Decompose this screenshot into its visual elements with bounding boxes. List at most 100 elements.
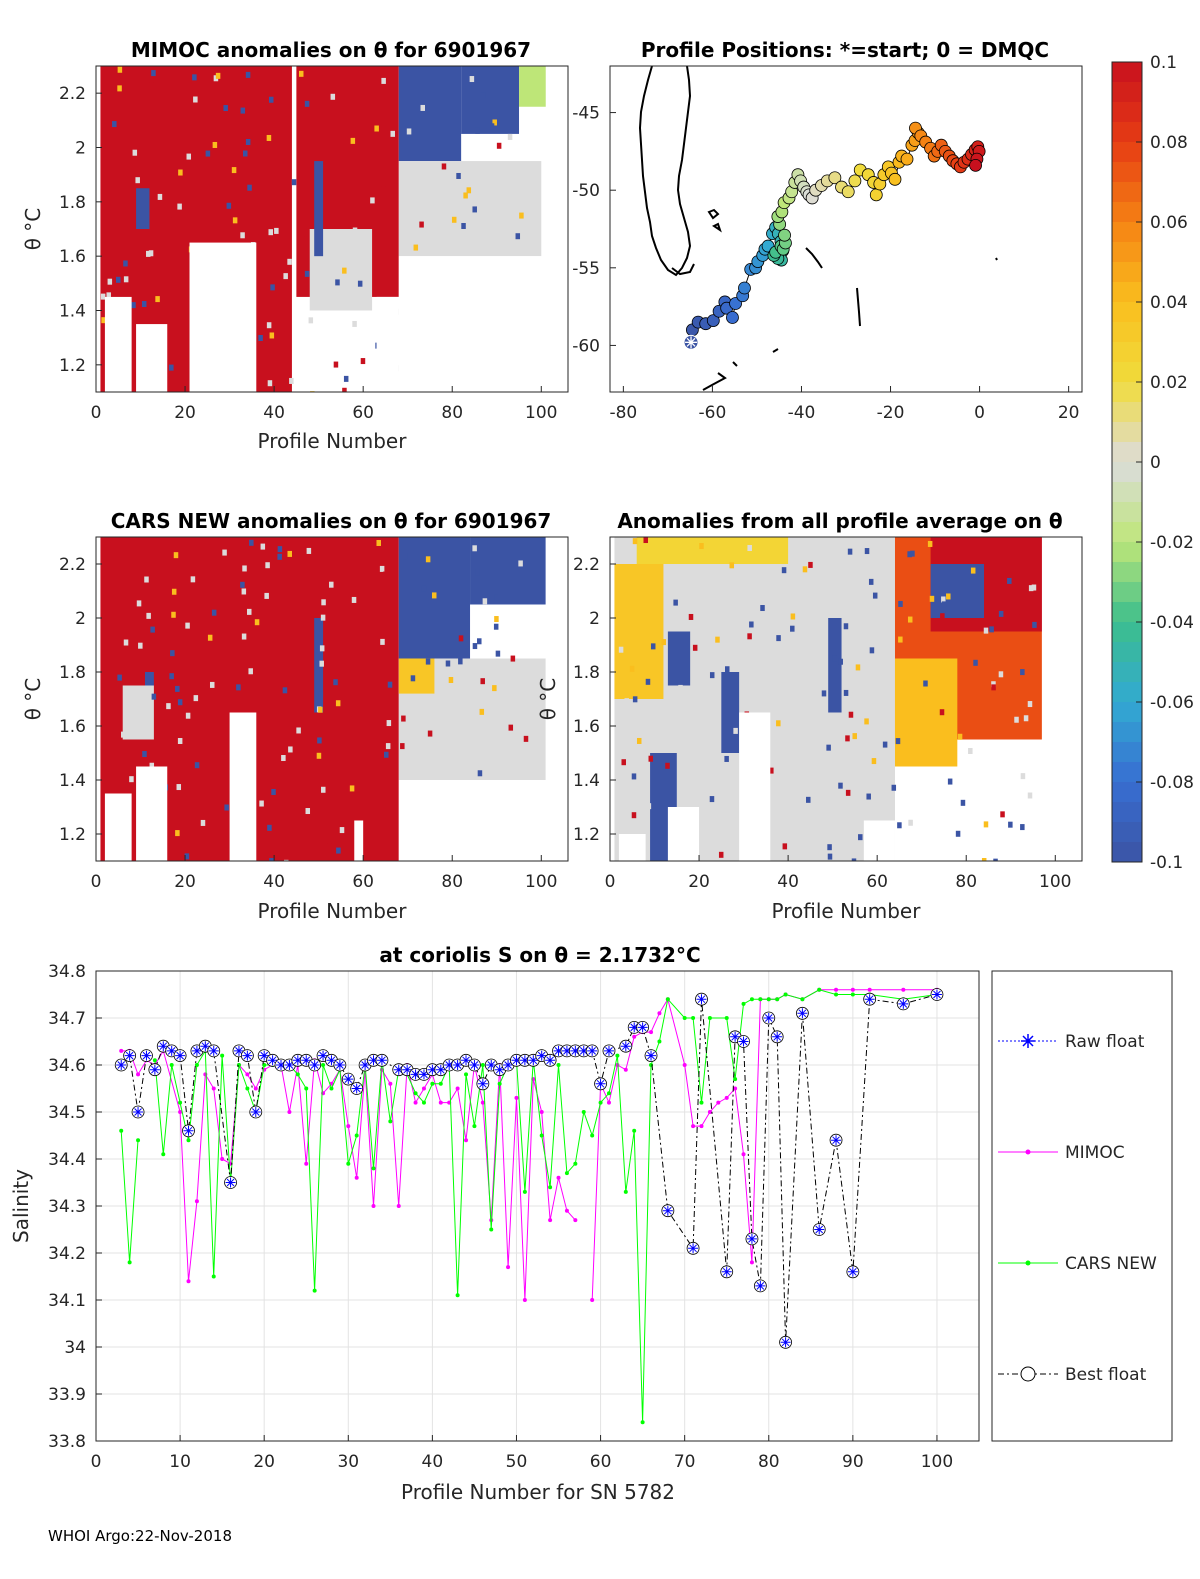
panel-cars-anomaly-cell — [122, 685, 154, 740]
panel-cars-noise-cell — [338, 755, 344, 762]
series-raw-float-point — [427, 1064, 438, 1075]
panel-mimoc-anomaly-cell — [519, 66, 546, 107]
series-raw-float-point — [469, 1060, 480, 1070]
series-raw-float-point — [536, 1050, 547, 1061]
panel-average-noise-cell — [631, 773, 637, 780]
panel-average-noise-cell — [802, 566, 808, 573]
panel-cars-noise-cell — [427, 730, 433, 737]
panel-cars-noise-cell — [523, 735, 529, 742]
panel-mimoc-noise-cell — [107, 278, 113, 285]
panel-average-noise-cell — [821, 690, 827, 697]
colorbar-step — [1112, 622, 1142, 643]
panel-salinity-xtick-label: 10 — [169, 1452, 191, 1472]
panel-average-noise-cell — [908, 819, 913, 826]
series-cars-new-point — [834, 992, 839, 997]
panel-cars-noise-cell — [333, 679, 338, 686]
panel-salinity-xlabel: Profile Number for SN 5782 — [401, 1480, 675, 1504]
series-cars-new-point — [464, 1072, 469, 1077]
panel-cars-noise-cell — [425, 774, 431, 781]
legend-raw-float-marker — [1021, 1034, 1035, 1048]
start-marker-star — [685, 336, 698, 349]
series-cars-new-point — [707, 1016, 712, 1020]
panel-average-noise-cell — [1020, 773, 1026, 780]
panel-mimoc-noise-cell — [186, 153, 192, 160]
panel-mimoc-noise-cell — [267, 380, 273, 387]
panel-mimoc-noise-cell — [299, 117, 305, 124]
panel-average-noise-cell — [661, 639, 667, 646]
colorbar-step — [1112, 82, 1142, 103]
series-cars-new-point — [480, 1063, 485, 1067]
panel-average-noise-cell — [864, 718, 869, 725]
panel-mimoc-noise-cell — [304, 100, 310, 107]
panel-mimoc-noise-cell — [111, 91, 116, 98]
panel-average-noise-cell — [930, 664, 935, 671]
panel-average-noise-cell — [851, 858, 857, 861]
colorbar-step — [1112, 782, 1142, 803]
series-raw-float-point — [696, 994, 707, 1005]
panel-mimoc-noise-cell — [316, 223, 322, 230]
series-raw-float-point — [242, 1050, 253, 1061]
series-cars-new-point — [421, 1100, 426, 1105]
panel-cars-noise-cell — [490, 738, 495, 745]
panel-average-noise-cell — [843, 689, 849, 696]
panel-average-noise-cell — [869, 647, 875, 654]
panel-mimoc-noise-cell — [266, 322, 272, 329]
series-raw-float-point — [503, 1060, 514, 1070]
series-raw-float-point — [898, 998, 909, 1009]
series-cars-new-point — [497, 1081, 502, 1086]
legend-best-float: Best float — [998, 1365, 1147, 1385]
series-mimoc-point — [220, 1157, 225, 1161]
panel-mimoc-noise-cell — [258, 228, 263, 235]
profile-position-point — [828, 171, 842, 185]
series-raw-float-point — [545, 1055, 556, 1066]
series-mimoc-point — [413, 1100, 418, 1105]
panel-average-noise-cell — [688, 613, 694, 620]
panel-mimoc-noise-cell — [463, 192, 468, 199]
colorbar-step — [1112, 742, 1142, 763]
series-mimoc-point — [136, 1072, 141, 1077]
panel-cars-noise-cell — [336, 847, 341, 854]
panel-average-xtick-label: 100 — [1039, 872, 1071, 892]
panel-average-noise-cell — [852, 733, 857, 740]
series-raw-float-point — [561, 1045, 572, 1056]
panel-cars-noise-cell — [284, 859, 289, 861]
panel-mimoc-no-data — [189, 242, 257, 392]
panel-cars-noise-cell — [379, 565, 385, 572]
panel-salinity-ytick-label: 34 — [64, 1338, 86, 1358]
legend-best-float-marker — [1020, 1366, 1036, 1382]
panel-mimoc-noise-cell — [342, 267, 347, 274]
panel-average-noise-cell — [749, 621, 754, 628]
panel-average-noise-cell — [826, 744, 831, 751]
coastline-falklands — [707, 208, 722, 233]
series-mimoc-point — [590, 1298, 595, 1302]
panel-cars-anomaly-cell — [314, 618, 324, 713]
panel-cars-no-data — [354, 820, 364, 861]
series-mimoc-point — [480, 1100, 485, 1105]
series-mimoc-point — [707, 1110, 712, 1114]
series-mimoc-point — [522, 1298, 527, 1302]
panel-cars-noise-cell — [319, 660, 324, 667]
colorbar-step — [1112, 482, 1142, 503]
panel-cars-xtick-label: 0 — [91, 872, 102, 892]
panel-mimoc-noise-cell — [123, 260, 128, 267]
series-raw-float-point — [755, 1280, 766, 1291]
panel-positions-xtick-label: 20 — [1058, 403, 1080, 423]
panel-cars-noise-cell — [287, 550, 292, 557]
panel-cars-noise-cell — [224, 804, 229, 811]
panel-positions-ytick-label: -45 — [572, 104, 600, 124]
panel-cars-noise-cell — [475, 569, 480, 576]
panel-average-noise-cell — [947, 778, 953, 785]
panel-average-noise-cell — [866, 793, 871, 800]
series-raw-float-point — [578, 1045, 589, 1056]
series-cars-new-point — [136, 1138, 141, 1143]
series-cars-new-point — [329, 1086, 334, 1091]
panel-cars-noise-cell — [320, 614, 326, 621]
colorbar-tick-label: 0.04 — [1150, 293, 1188, 313]
panel-cars-xtick-label: 40 — [263, 872, 285, 892]
panel-mimoc-noise-cell — [240, 107, 246, 114]
series-raw-float-point — [797, 1008, 808, 1019]
panel-average-noise-cell — [895, 738, 901, 745]
panel-cars-noise-cell — [510, 655, 516, 662]
series-raw-float-point — [410, 1069, 421, 1080]
panel-cars-noise-cell — [376, 539, 381, 546]
